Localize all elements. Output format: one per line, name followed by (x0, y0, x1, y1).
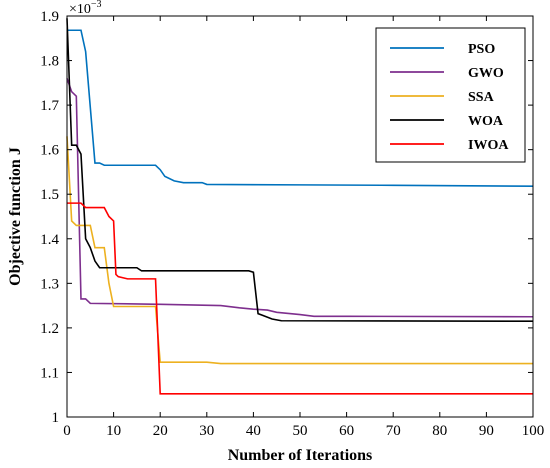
x-tick-label: 70 (386, 423, 401, 439)
y-tick-label: 1.4 (40, 232, 59, 248)
legend: PSO GWO SSA WOA IWOA (375, 27, 526, 163)
x-tick-label: 50 (293, 423, 308, 439)
series-line-gwo (66, 78, 534, 318)
series-line-woa (66, 18, 534, 323)
x-tick-label: 90 (479, 423, 494, 439)
x-tick-label: 60 (339, 423, 354, 439)
legend-label-pso: PSO (468, 42, 495, 57)
legend-label-iwoa: IWOA (468, 138, 509, 153)
series-line-pso (67, 29, 534, 187)
y-tick-label: 1.3 (40, 276, 59, 292)
x-tick-label: 80 (432, 423, 447, 439)
y-tick-label: 1.8 (40, 54, 59, 70)
y-tick-label: 1.1 (40, 365, 59, 381)
y-tick-label: 1.9 (40, 9, 59, 25)
x-tick-label: 10 (106, 423, 121, 439)
y-axis-ticks: 1 1.1 1.2 1.3 1.4 1.5 1.6 1.7 1.8 1.9 (40, 9, 533, 426)
y-tick-label: 1 (52, 410, 60, 426)
x-tick-label: 0 (63, 423, 71, 439)
y-axis-multiplier: ×10−3 (69, 0, 102, 17)
y-tick-label: 1.6 (40, 143, 59, 159)
legend-label-woa: WOA (468, 114, 504, 129)
y-axis-label: Objective function J (7, 147, 24, 286)
y-tick-label: 1.5 (40, 187, 59, 203)
series-line-ssa (66, 136, 533, 365)
legend-label-ssa: SSA (468, 90, 495, 105)
legend-label-gwo: GWO (468, 66, 504, 81)
x-tick-label: 20 (153, 423, 168, 439)
x-tick-label: 40 (246, 423, 261, 439)
y-multiplier-base: ×10 (69, 2, 91, 17)
y-tick-label: 1.7 (40, 98, 59, 114)
y-multiplier-exponent: −3 (91, 0, 102, 10)
series-line-iwoa (67, 202, 533, 395)
x-tick-label: 30 (199, 423, 214, 439)
series-lines (66, 18, 534, 395)
x-axis-label: Number of Iterations (228, 447, 373, 464)
x-axis-ticks: 0 10 20 30 40 50 60 70 80 90 100 (63, 16, 544, 439)
legend-box (375, 27, 526, 163)
y-tick-label: 1.2 (40, 321, 59, 337)
x-tick-label: 100 (522, 423, 545, 439)
